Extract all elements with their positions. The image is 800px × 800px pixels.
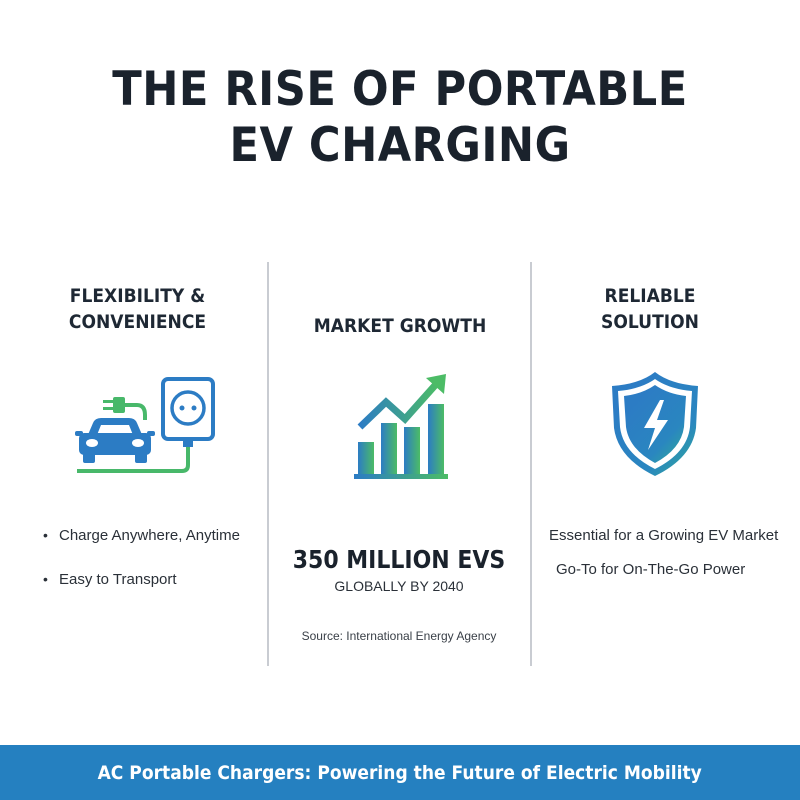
heading-line-2: CONVENIENCE [68,311,207,333]
column-heading-market-growth: MARKET GROWTH [283,313,517,339]
column-heading-flexibility: FLEXIBILITY & CONVENIENCE [32,283,244,335]
column-flexibility: FLEXIBILITY & CONVENIENCE [20,283,255,335]
shield-lightning-icon [612,372,698,476]
bar-chart-growth-arrow-icon [354,374,448,479]
heading-line-1: MARKET GROWTH [313,315,487,337]
heading-line-2: SOLUTION [601,311,699,333]
column-divider-left [267,262,269,666]
bullet-charge-anywhere: Charge Anywhere, Anytime [43,527,240,544]
stat-value: 350 MILLION EVS [292,545,506,574]
page-title: THE RISE OF PORTABLE EV CHARGING [32,62,768,174]
footer-banner: AC Portable Chargers: Powering the Futur… [0,745,800,800]
car-plug-outlet-icon [75,377,215,473]
column-reliable-solution: RELIABLE SOLUTION [535,283,765,335]
source-citation: Source: International Energy Agency [301,629,497,643]
column-market-growth: MARKET GROWTH [270,313,530,339]
line-go-to-power: Go-To for On-The-Go Power [556,561,746,578]
column-divider-right [530,262,532,666]
stat-subtitle: GLOBALLY BY 2040 [334,578,464,594]
line-essential-growing-market: Essential for a Growing EV Market [549,527,779,544]
bullet-easy-transport: Easy to Transport [43,571,177,588]
title-line-2: EV CHARGING [229,118,571,173]
title-line-1: THE RISE OF PORTABLE [112,62,688,117]
heading-line-1: FLEXIBILITY & [69,285,206,307]
heading-line-1: RELIABLE [604,285,696,307]
footer-tagline: AC Portable Chargers: Powering the Futur… [97,761,703,784]
column-heading-reliable: RELIABLE SOLUTION [547,283,754,335]
